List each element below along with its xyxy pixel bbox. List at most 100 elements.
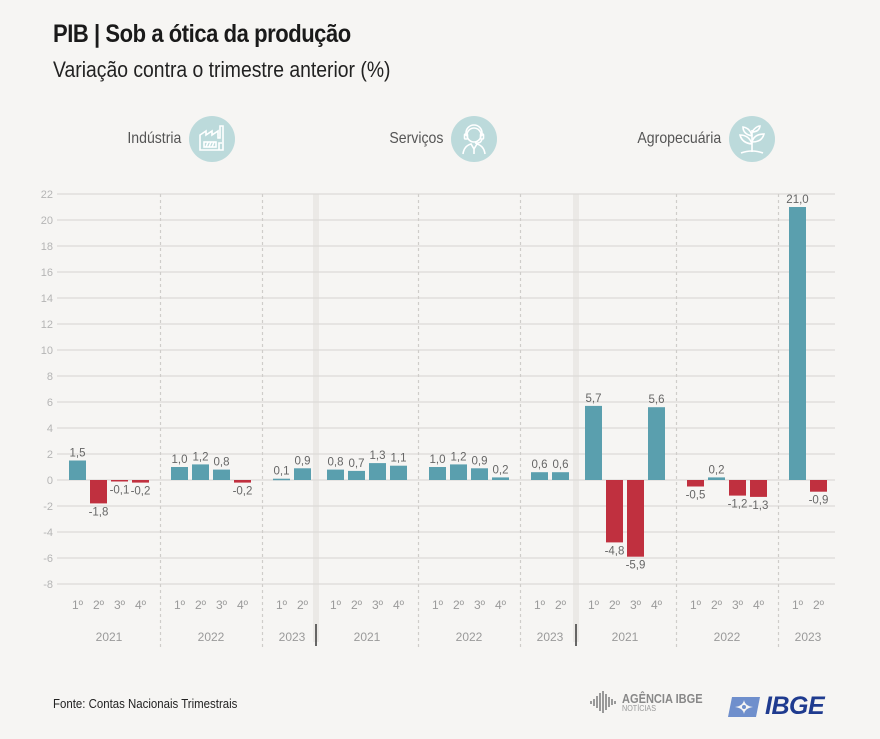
value-label: 0,2 [709, 464, 725, 476]
value-label: 1,3 [370, 450, 386, 462]
quarter-label: 3º [216, 598, 228, 612]
year-label: 2023 [537, 630, 564, 644]
value-label: 0,2 [493, 464, 509, 476]
value-label: -0,1 [110, 484, 130, 496]
quarter-label: 4º [393, 598, 405, 612]
bar [492, 477, 509, 480]
y-tick-label: 0 [47, 475, 53, 487]
agencia-ibge-text: AGÊNCIA IBGE [622, 690, 703, 706]
bar [606, 480, 623, 543]
quarter-label: 3º [474, 598, 486, 612]
value-label: -1,3 [749, 500, 769, 512]
value-label: 1,2 [193, 451, 209, 463]
value-label: 0,7 [349, 458, 365, 470]
y-tick-label: 22 [41, 189, 53, 201]
quarter-label: 2º [195, 598, 207, 612]
y-tick-label: 20 [41, 215, 53, 227]
value-label: 1,2 [451, 451, 467, 463]
quarter-label: 2º [297, 598, 309, 612]
panel-label: Agropecuária [637, 130, 722, 147]
quarter-label: 3º [630, 598, 642, 612]
quarter-label: 1º [792, 598, 804, 612]
y-tick-label: 14 [41, 293, 53, 305]
bar [810, 480, 827, 492]
y-tick-label: 10 [41, 345, 53, 357]
panel-separator [573, 194, 579, 642]
bar [369, 463, 386, 480]
bar [789, 207, 806, 480]
y-tick-label: -4 [43, 527, 53, 539]
value-label: 1,1 [391, 453, 407, 465]
value-label: 0,6 [553, 459, 569, 471]
value-label: 1,0 [172, 454, 188, 466]
year-label: 2022 [456, 630, 483, 644]
y-tick-label: 4 [47, 423, 53, 435]
bar [450, 464, 467, 480]
quarter-label: 4º [135, 598, 147, 612]
bar [213, 469, 230, 480]
bar [729, 480, 746, 496]
year-label: 2021 [354, 630, 381, 644]
y-tick-label: 16 [41, 267, 53, 279]
agencia-ibge-logo: AGÊNCIA IBGE NOTÍCIAS [590, 690, 717, 714]
bar [687, 480, 704, 487]
bar [750, 480, 767, 497]
value-label: -1,8 [89, 506, 109, 518]
plant-icon [729, 116, 776, 162]
y-tick-label: 18 [41, 241, 53, 253]
bar [429, 467, 446, 480]
bar [327, 469, 344, 480]
quarter-label: 2º [711, 598, 723, 612]
quarter-label: 1º [534, 598, 546, 612]
y-tick-label: -2 [43, 501, 53, 513]
panel-header-servicos: Serviços [382, 114, 498, 164]
quarter-label: 2º [609, 598, 621, 612]
panel-header-industria: Indústria [120, 114, 236, 164]
quarter-label: 4º [495, 598, 507, 612]
ibge-emblem-icon [728, 696, 760, 717]
quarter-label: 3º [732, 598, 744, 612]
bar [585, 405, 602, 480]
value-label: -0,5 [686, 490, 706, 502]
value-label: 0,8 [214, 457, 230, 469]
value-label: -4,8 [605, 545, 625, 557]
quarter-label: 2º [453, 598, 465, 612]
year-label: 2021 [612, 630, 639, 644]
source-note: Fonte: Contas Nacionais Trimestrais [53, 696, 238, 711]
quarter-label: 4º [237, 598, 249, 612]
y-tick-label: 2 [47, 449, 53, 461]
value-label: 5,7 [586, 393, 602, 405]
chart-subtitle: Variação contra o trimestre anterior (%) [53, 57, 391, 82]
quarter-label: 4º [651, 598, 663, 612]
value-label: 5,6 [649, 394, 665, 406]
y-tick-label: 8 [47, 371, 53, 383]
bar [552, 472, 569, 480]
bar [192, 464, 209, 480]
year-label: 2022 [714, 630, 741, 644]
value-label: -0,2 [131, 486, 151, 498]
ibge-logo: IBGE [727, 692, 825, 721]
value-label: 21,0 [786, 194, 808, 206]
quarter-label: 1º [330, 598, 342, 612]
bar [171, 467, 188, 480]
ibge-wordmark: IBGE [765, 692, 825, 720]
factory-icon [189, 116, 236, 162]
y-tick-label: -6 [43, 553, 53, 565]
y-tick-label: 6 [47, 397, 53, 409]
bar [708, 477, 725, 480]
chart-title: PIB | Sob a ótica da produção [53, 20, 351, 48]
bar [69, 460, 86, 480]
year-label: 2021 [96, 630, 123, 644]
value-label: 0,8 [328, 457, 344, 469]
value-label: 0,9 [295, 455, 311, 467]
value-label: -1,2 [728, 499, 748, 511]
bar [471, 468, 488, 480]
quarter-label: 2º [813, 598, 825, 612]
value-label: 1,5 [70, 448, 86, 460]
value-label: -5,9 [626, 560, 646, 572]
bar [111, 480, 128, 482]
value-label: 0,1 [274, 466, 290, 478]
quarter-label: 3º [372, 598, 384, 612]
panel-label: Indústria [127, 130, 182, 147]
